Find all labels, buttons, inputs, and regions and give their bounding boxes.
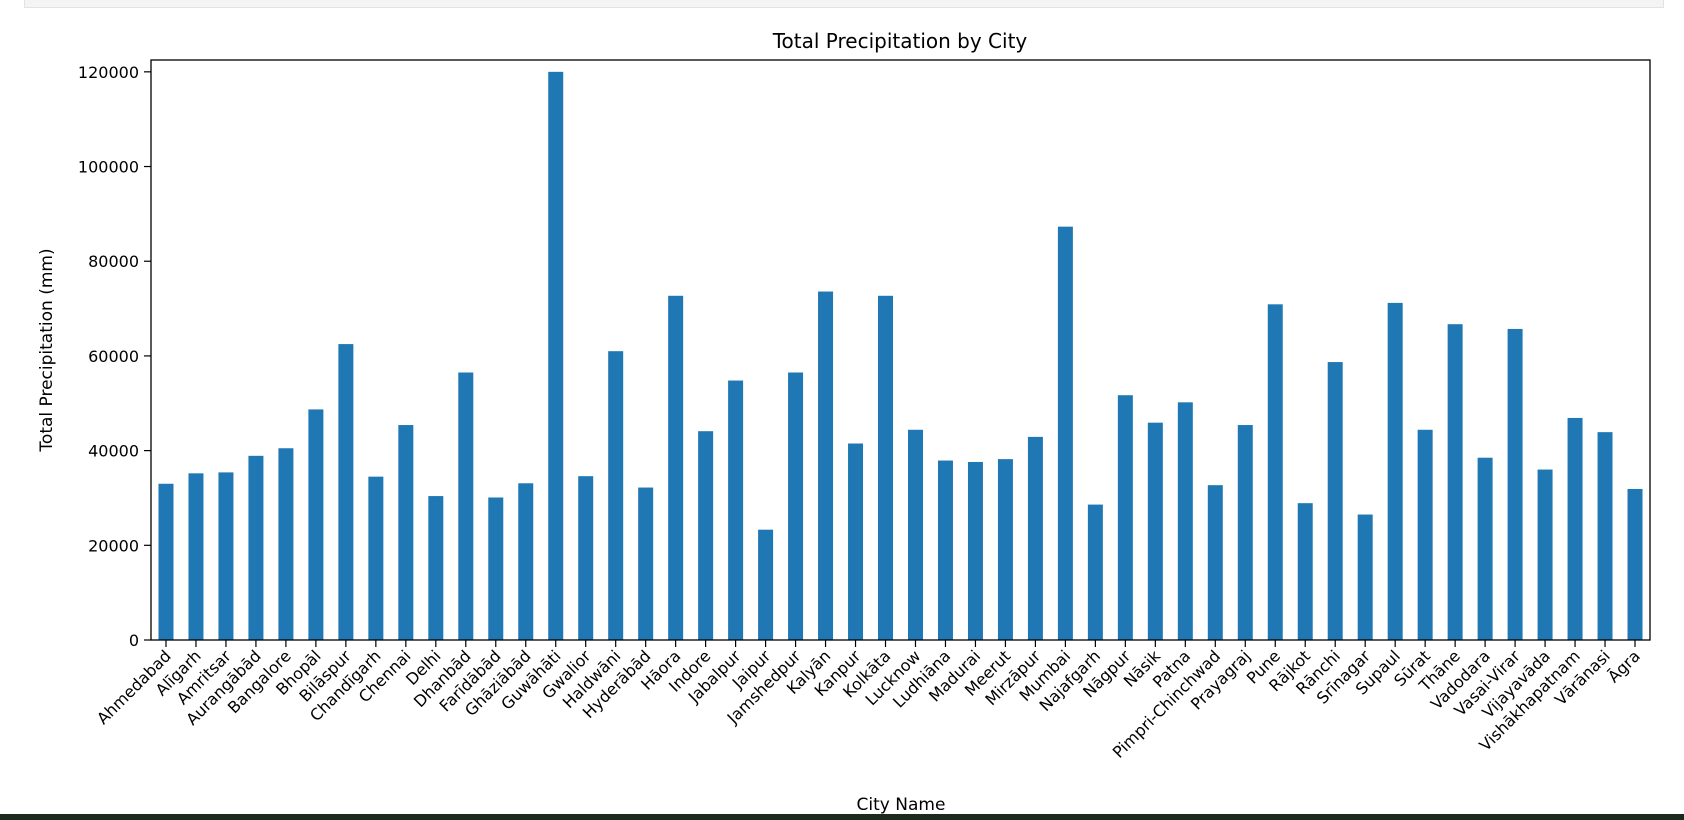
bar (1447, 324, 1463, 640)
bar (1327, 362, 1343, 640)
bar (1627, 488, 1643, 640)
y-tick-label: 100000 (78, 158, 139, 177)
y-axis-title: Total Precipitation (mm) (37, 248, 57, 452)
bar (188, 473, 204, 640)
bar (248, 455, 264, 640)
bar (1417, 429, 1433, 640)
y-tick-label: 0 (129, 631, 139, 650)
y-tick-label: 60000 (88, 347, 139, 366)
bar (1237, 425, 1253, 640)
bar (1357, 514, 1373, 640)
bar (1087, 504, 1103, 640)
bar (278, 448, 294, 640)
bar (578, 476, 594, 640)
bar (848, 443, 864, 640)
bar (458, 372, 474, 640)
y-tick-label: 40000 (88, 442, 139, 461)
bar (1207, 485, 1223, 640)
plot-frame (150, 59, 1651, 641)
window-bottom-bar (0, 814, 1684, 820)
bar (1537, 469, 1553, 640)
bar (398, 425, 414, 640)
bar (1027, 436, 1043, 640)
y-tick-label: 20000 (88, 536, 139, 555)
bar (1297, 503, 1313, 640)
bar (218, 472, 234, 640)
bar (818, 291, 834, 640)
chart-title: Total Precipitation by City (772, 29, 1028, 53)
bar (758, 529, 774, 640)
plot-area: 020000400006000080000100000120000Ahmedab… (78, 59, 1651, 762)
bar (668, 295, 684, 640)
x-axis-title: City Name (857, 795, 946, 814)
notebook-cell-top-border (24, 0, 1664, 8)
bar (788, 372, 804, 640)
bar (1507, 328, 1523, 640)
bar (1477, 457, 1493, 640)
bar (997, 459, 1013, 640)
bar (907, 429, 923, 640)
bar (308, 409, 324, 640)
bar (428, 496, 444, 640)
bar (878, 295, 894, 640)
bar (638, 487, 654, 640)
bar (1387, 302, 1403, 640)
bar (1567, 417, 1583, 640)
y-tick-label: 120000 (78, 63, 139, 82)
bar (1057, 226, 1073, 640)
bar (937, 460, 953, 640)
bar (1117, 395, 1133, 640)
y-tick-label: 80000 (88, 252, 139, 271)
bar (1597, 432, 1613, 640)
bar (1147, 422, 1163, 640)
bar (1177, 402, 1193, 640)
bar (488, 497, 504, 640)
x-tick-label: Āgra (1604, 646, 1644, 686)
bar (1267, 304, 1283, 640)
bar (338, 344, 354, 640)
bar (728, 380, 744, 640)
bar (158, 483, 174, 640)
bar (518, 483, 534, 640)
bar (967, 461, 983, 640)
bar (608, 351, 624, 640)
bar (368, 476, 384, 640)
bar (548, 71, 564, 640)
bar (698, 431, 714, 640)
